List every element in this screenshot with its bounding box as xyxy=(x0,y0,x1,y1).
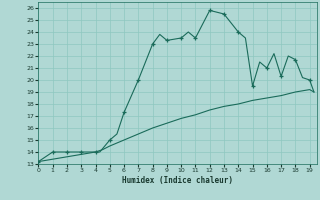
X-axis label: Humidex (Indice chaleur): Humidex (Indice chaleur) xyxy=(122,176,233,185)
